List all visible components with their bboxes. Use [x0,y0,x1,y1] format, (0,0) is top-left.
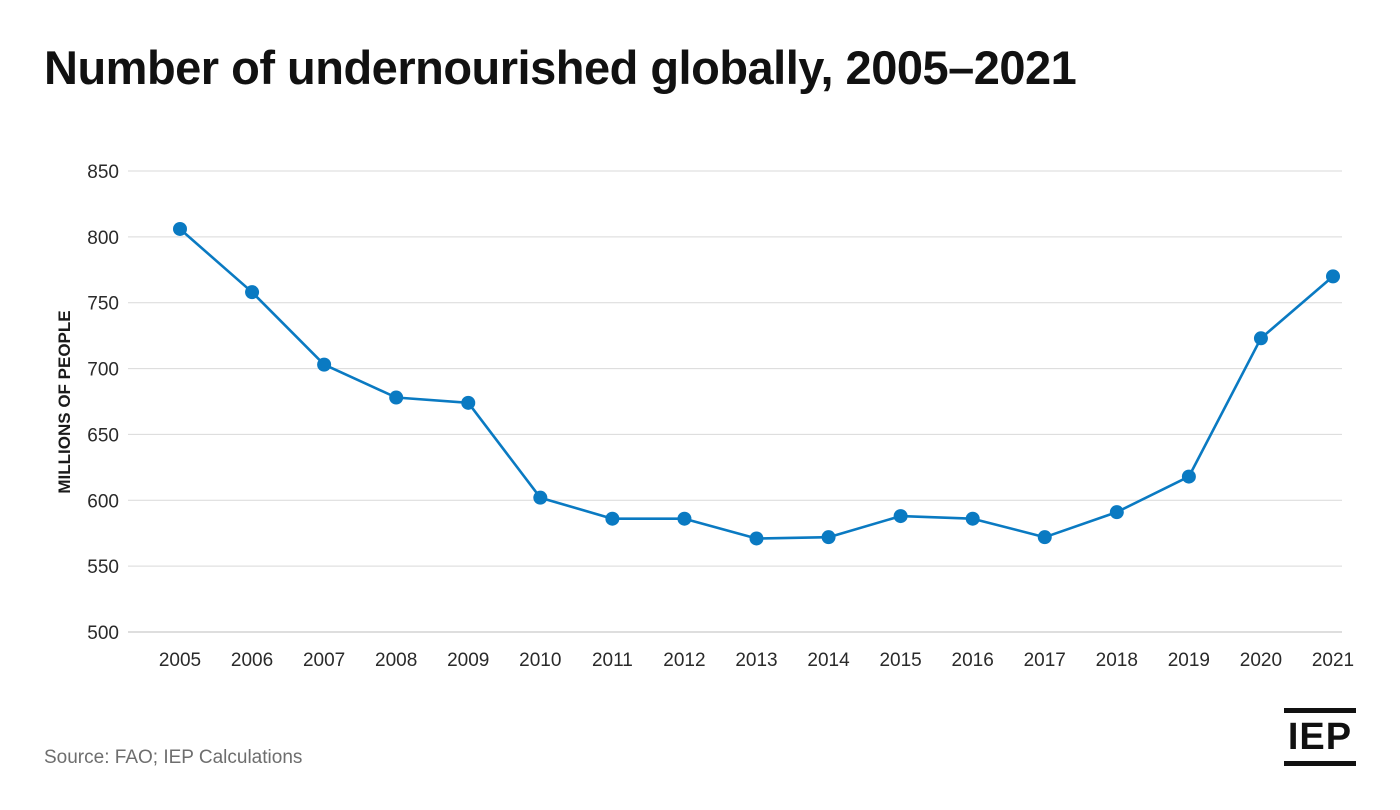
x-tick-label: 2011 [592,650,633,671]
x-tick-label: 2005 [159,650,201,671]
y-tick-label: 750 [87,294,119,315]
x-tick-label: 2009 [447,650,489,671]
data-point [1109,505,1124,520]
data-point [1253,331,1268,346]
x-tick-label: 2012 [663,650,705,671]
y-tick-label: 550 [87,557,119,578]
y-tick-label: 650 [87,425,119,446]
y-tick-label: 600 [87,491,119,512]
data-point [749,531,764,546]
x-tick-label: 2007 [303,650,345,671]
logo-bar-bottom [1284,761,1356,766]
data-point [677,511,692,526]
data-point [1037,530,1052,545]
data-point [1181,469,1196,484]
x-axis-ticks: 2005 2006 2007 2008 2009 2010 2011 2012 2013 2014… [159,650,1354,671]
chart-title: Number of undernourished globally, 2005–… [44,41,1077,94]
x-tick-label: 2016 [952,650,994,671]
y-tick-label: 500 [87,623,119,644]
x-tick-label: 2010 [519,650,561,671]
x-tick-label: 2020 [1240,650,1282,671]
data-point [389,390,404,405]
x-tick-label: 2008 [375,650,417,671]
x-tick-label: 2019 [1168,650,1210,671]
x-tick-label: 2014 [807,650,850,671]
x-tick-label: 2015 [879,650,921,671]
data-point [173,221,187,236]
data-point [317,357,332,372]
x-tick-label: 2021 [1312,650,1354,671]
y-axis-label: MILLIONS OF PEOPLE [55,310,74,493]
iep-logo: IEP [1284,708,1356,768]
logo-text: IEP [1287,716,1353,758]
y-axis-ticks: 500 550 600 650 700 750 800 850 [87,162,119,644]
x-tick-label: 2017 [1024,650,1066,671]
logo-bar-top [1284,708,1356,713]
x-tick-label: 2006 [231,650,273,671]
y-tick-label: 800 [87,228,119,249]
data-point [533,490,548,505]
y-tick-label: 850 [87,162,119,183]
data-point [965,511,980,526]
data-point [245,285,260,300]
data-point [1326,269,1340,284]
y-tick-label: 700 [87,360,119,381]
x-tick-label: 2018 [1096,650,1138,671]
data-point [461,395,476,410]
data-point [893,509,908,524]
series-line-path [179,228,1334,540]
series-line [173,221,1340,546]
x-tick-label: 2013 [735,650,777,671]
gridlines [128,170,1342,633]
data-point [605,511,620,526]
source-note: Source: FAO; IEP Calculations [44,747,303,768]
data-point [821,530,836,545]
